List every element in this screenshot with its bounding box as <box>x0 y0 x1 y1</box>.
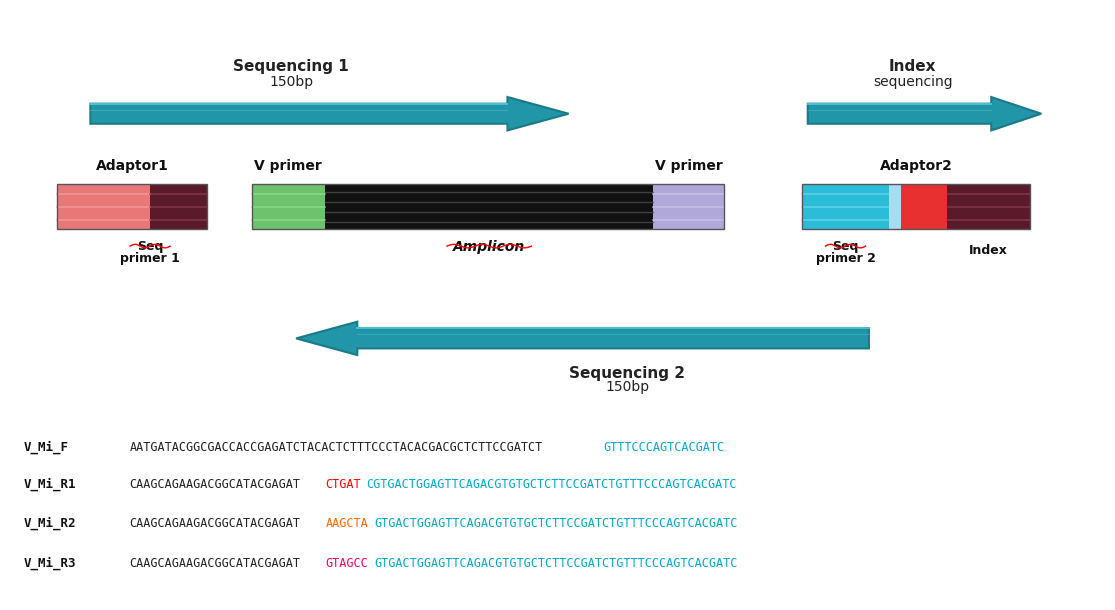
Text: GTTTCCCAGTCACGATC: GTTTCCCAGTCACGATC <box>603 441 725 454</box>
Text: Sequencing 1: Sequencing 1 <box>233 59 349 74</box>
Text: Amplicon: Amplicon <box>453 240 525 254</box>
Text: 150bp: 150bp <box>269 76 313 90</box>
Text: Seq: Seq <box>137 240 163 253</box>
Text: AAGCTA: AAGCTA <box>326 517 368 530</box>
Text: Sequencing 2: Sequencing 2 <box>569 366 685 381</box>
Text: GTGACTGGAGTTCAGACGTGTGCTCTTCCGATCTGTTTCCCAGTCACGATC: GTGACTGGAGTTCAGACGTGTGCTCTTCCGATCTGTTTCC… <box>375 517 738 530</box>
Text: GTAGCC: GTAGCC <box>326 556 368 570</box>
Text: V_Mi_R3: V_Mi_R3 <box>23 556 76 570</box>
Text: Index: Index <box>889 59 937 74</box>
Text: V_Mi_R1: V_Mi_R1 <box>23 478 76 491</box>
Text: Seq: Seq <box>832 240 859 253</box>
FancyBboxPatch shape <box>947 184 1030 229</box>
Text: primer 2: primer 2 <box>815 252 875 265</box>
Text: sequencing: sequencing <box>873 76 952 90</box>
Text: primer 1: primer 1 <box>120 252 180 265</box>
FancyBboxPatch shape <box>889 184 901 229</box>
FancyBboxPatch shape <box>324 184 653 229</box>
Polygon shape <box>297 321 869 355</box>
Text: V primer: V primer <box>655 159 723 173</box>
FancyBboxPatch shape <box>653 184 725 229</box>
Polygon shape <box>807 97 1041 131</box>
FancyBboxPatch shape <box>901 184 947 229</box>
Text: GTGACTGGAGTTCAGACGTGTGCTCTTCCGATCTGTTTCCCAGTCACGATC: GTGACTGGAGTTCAGACGTGTGCTCTTCCGATCTGTTTCC… <box>375 556 738 570</box>
FancyBboxPatch shape <box>57 184 151 229</box>
Text: V_Mi_R2: V_Mi_R2 <box>23 517 76 530</box>
FancyBboxPatch shape <box>802 184 889 229</box>
Text: Adaptor2: Adaptor2 <box>880 159 952 173</box>
Text: AATGATACGGCGACCACCGAGATCTACACTCTTTCCCTACACGACGCTCTTCCGATCT: AATGATACGGCGACCACCGAGATCTACACTCTTTCCCTAC… <box>129 441 543 454</box>
FancyBboxPatch shape <box>252 184 324 229</box>
Text: CAAGCAGAAGACGGCATACGAGAT: CAAGCAGAAGACGGCATACGAGAT <box>129 556 300 570</box>
Text: 150bp: 150bp <box>605 379 649 393</box>
Text: Index: Index <box>969 244 1008 257</box>
Text: V_Mi_F: V_Mi_F <box>23 441 69 454</box>
Text: CTGAT: CTGAT <box>326 478 361 490</box>
Text: V primer: V primer <box>254 159 322 173</box>
Text: CAAGCAGAAGACGGCATACGAGAT: CAAGCAGAAGACGGCATACGAGAT <box>129 478 300 490</box>
Text: CGTGACTGGAGTTCAGACGTGTGCTCTTCCGATCTGTTTCCCAGTCACGATC: CGTGACTGGAGTTCAGACGTGTGCTCTTCCGATCTGTTTC… <box>367 478 737 490</box>
Polygon shape <box>90 97 569 131</box>
FancyBboxPatch shape <box>151 184 207 229</box>
Text: CAAGCAGAAGACGGCATACGAGAT: CAAGCAGAAGACGGCATACGAGAT <box>129 517 300 530</box>
Text: Adaptor1: Adaptor1 <box>96 159 168 173</box>
